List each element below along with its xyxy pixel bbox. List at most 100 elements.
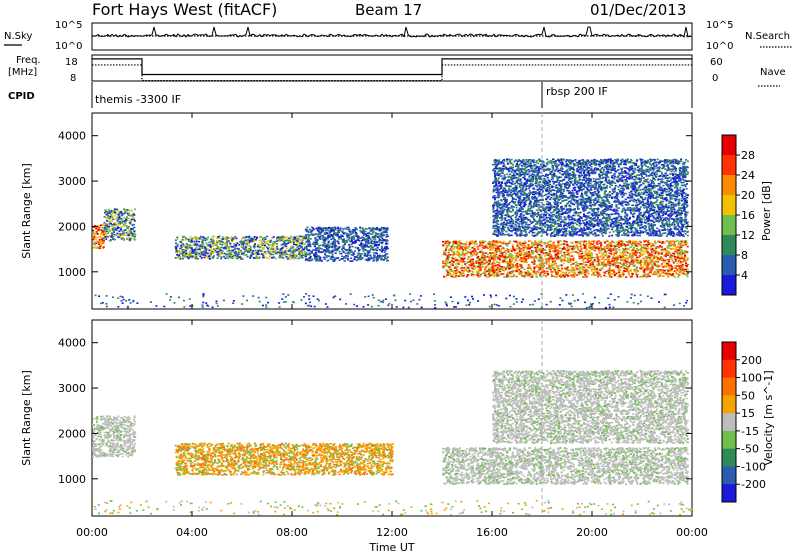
range-cell xyxy=(653,271,656,273)
range-cell xyxy=(452,273,455,276)
range-cell xyxy=(325,256,328,259)
range-cell xyxy=(268,244,271,246)
range-cell xyxy=(128,230,131,232)
range-cell xyxy=(210,243,213,246)
range-cell xyxy=(670,242,673,245)
range-cell xyxy=(290,237,292,239)
range-cell xyxy=(188,256,191,258)
range-cell xyxy=(107,208,110,211)
range-cell xyxy=(244,242,247,245)
range-cell xyxy=(298,257,301,259)
range-cell xyxy=(284,254,287,256)
range-cell xyxy=(344,240,347,242)
range-cell xyxy=(315,239,318,242)
range-cell xyxy=(326,260,329,262)
range-cell xyxy=(660,263,663,265)
range-cell xyxy=(346,257,349,260)
range-cell xyxy=(520,267,522,269)
range-cell xyxy=(284,250,287,252)
range-cell xyxy=(505,269,508,271)
range-cell xyxy=(101,242,104,244)
range-cell xyxy=(484,270,487,272)
range-cell xyxy=(493,265,496,268)
range-cell xyxy=(291,251,294,253)
range-cell xyxy=(451,264,454,266)
range-cell xyxy=(366,252,369,255)
range-cell xyxy=(238,248,240,250)
range-cell xyxy=(460,267,463,269)
range-cell xyxy=(267,257,270,260)
range-cell xyxy=(181,242,184,245)
range-cell xyxy=(198,240,201,243)
range-cell xyxy=(628,242,630,244)
range-cell xyxy=(323,258,326,260)
range-cell xyxy=(305,258,308,260)
range-cell xyxy=(106,228,109,230)
range-cell xyxy=(533,266,536,269)
range-cell xyxy=(488,244,491,247)
range-cell xyxy=(279,256,282,258)
range-cell xyxy=(305,228,308,231)
range-cell xyxy=(471,250,474,252)
range-cell xyxy=(546,242,549,245)
range-cell xyxy=(361,237,363,239)
range-cell xyxy=(284,239,287,242)
range-cell xyxy=(288,241,290,244)
range-cell xyxy=(313,254,315,256)
range-cell xyxy=(353,229,356,231)
range-cell xyxy=(219,252,222,254)
range-cell xyxy=(384,250,387,252)
range-cell xyxy=(305,237,308,239)
range-cell xyxy=(116,232,119,235)
range-cell xyxy=(506,263,509,266)
range-cell xyxy=(593,265,596,268)
range-cell xyxy=(384,253,387,256)
range-cell xyxy=(294,253,296,256)
range-cell xyxy=(318,247,321,249)
range-cell xyxy=(527,246,530,248)
range-cell xyxy=(530,241,533,244)
range-cell xyxy=(533,250,536,253)
range-cell xyxy=(446,261,449,264)
range-cell xyxy=(133,231,136,234)
range-cell xyxy=(485,261,488,264)
range-cell xyxy=(675,272,678,275)
range-cell xyxy=(513,240,516,243)
range-cell xyxy=(179,257,182,260)
range-cell xyxy=(454,265,457,268)
range-cell xyxy=(105,223,108,225)
range-cell xyxy=(506,266,509,269)
range-cell xyxy=(587,240,590,243)
range-cell xyxy=(348,231,351,233)
range-cell xyxy=(473,265,475,267)
range-cell xyxy=(546,258,549,260)
range-cell xyxy=(593,259,596,261)
range-cell xyxy=(114,222,117,224)
range-cell xyxy=(128,212,131,215)
range-cell xyxy=(342,238,345,240)
range-cell xyxy=(523,259,526,261)
range-cell xyxy=(240,258,243,260)
range-cell xyxy=(385,247,388,250)
range-cell xyxy=(220,257,222,260)
range-cell xyxy=(533,259,536,262)
range-cell xyxy=(341,258,344,260)
range-cell xyxy=(606,261,609,264)
range-cell xyxy=(326,232,329,235)
range-cell xyxy=(95,231,98,233)
range-cell xyxy=(248,235,251,238)
range-cell xyxy=(325,227,328,229)
range-cell xyxy=(366,259,369,262)
range-cell xyxy=(480,251,483,253)
range-cell xyxy=(654,248,657,251)
range-cell xyxy=(483,245,486,248)
range-cell xyxy=(349,251,352,253)
range-cell xyxy=(340,252,343,255)
range-cell xyxy=(650,269,653,272)
range-cell xyxy=(110,232,113,235)
range-cell xyxy=(191,237,194,240)
range-cell xyxy=(681,268,684,270)
range-cell xyxy=(283,251,286,253)
range-cell xyxy=(684,252,687,254)
range-cell xyxy=(97,241,100,243)
